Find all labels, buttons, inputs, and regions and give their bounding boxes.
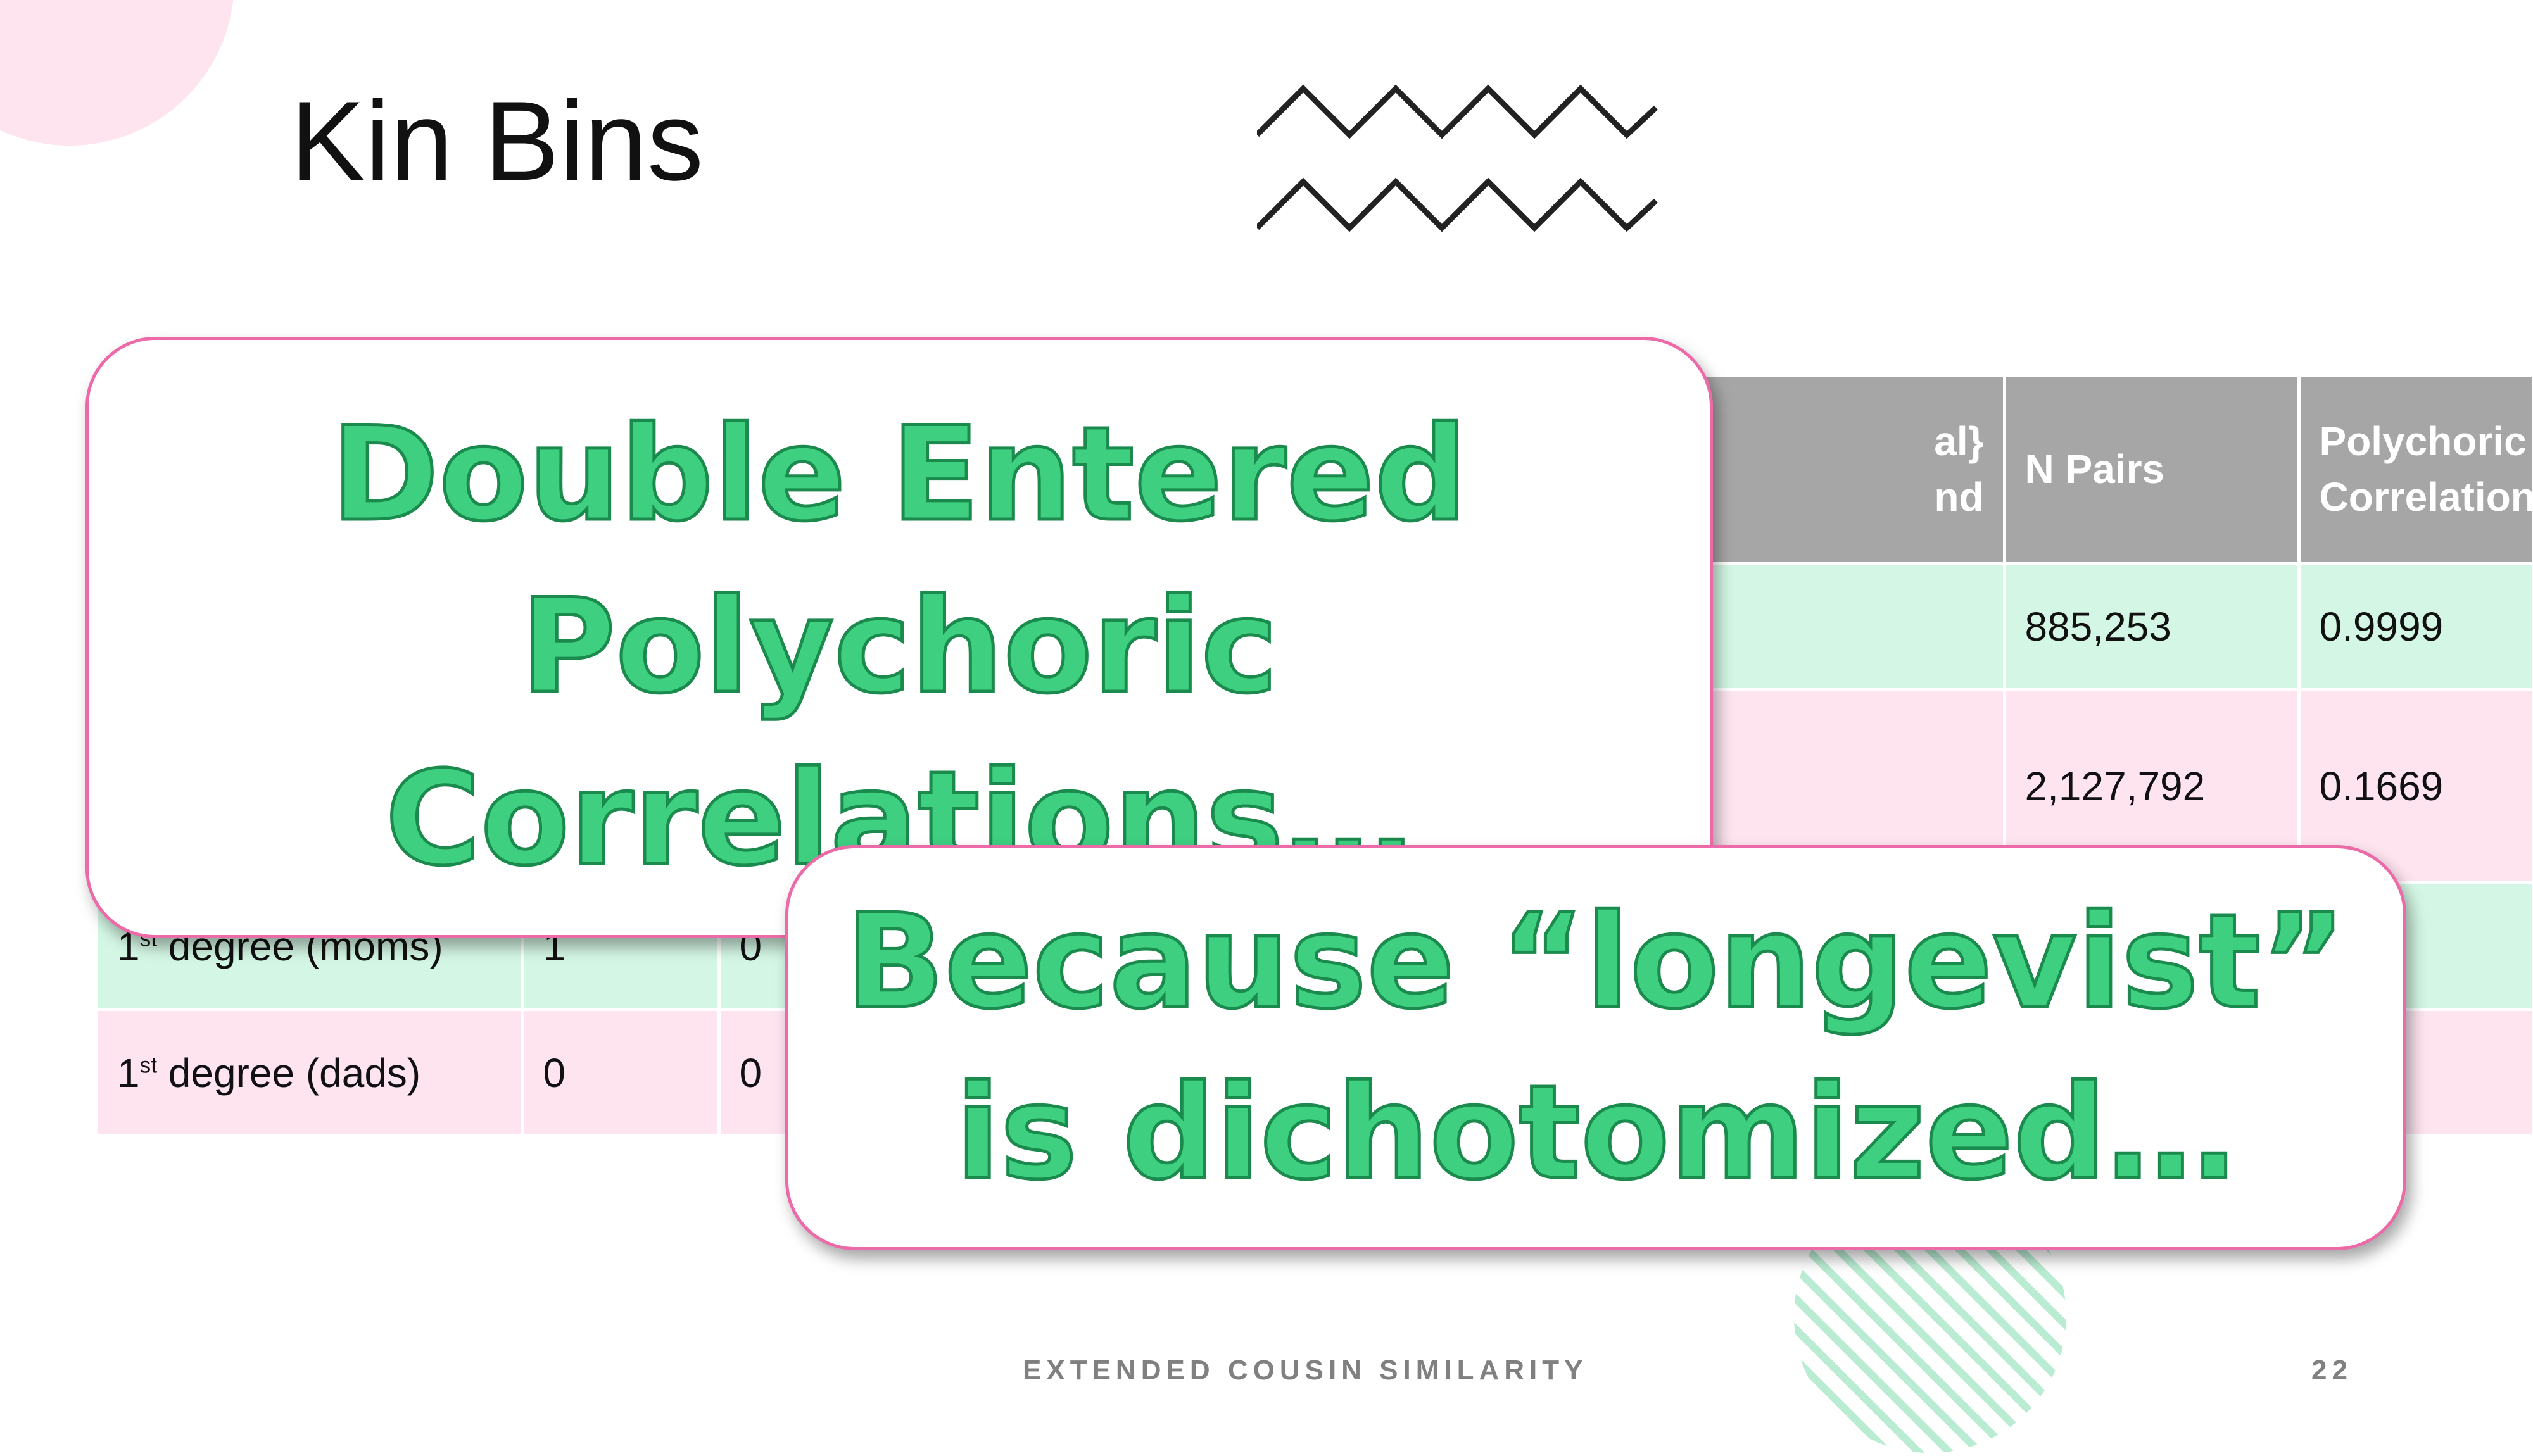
callout-dichotomized: Because “longevist” is dichotomized…	[785, 845, 2406, 1250]
table-cell-correlation: 0.9999	[2299, 563, 2533, 691]
table-header-polychoric: Polychoric Correlations	[2299, 377, 2533, 565]
table-cell	[2299, 1009, 2533, 1138]
table-cell: 0	[522, 1009, 721, 1138]
table-row-label-dads: 1st degree (dads)	[98, 1009, 524, 1138]
slide-title: Kin Bins	[290, 78, 704, 204]
table-cell-correlation: 0.1669	[2299, 689, 2533, 884]
callout-dichotomized-text: Because “longevist” is dichotomized…	[788, 877, 2403, 1219]
footer-title: EXTENDED COUSIN SIMILARITY	[1023, 1355, 1588, 1386]
table-cell-n-pairs: 885,253	[2004, 563, 2301, 691]
page-number: 22	[2311, 1355, 2353, 1386]
callout-double-entered-text: Double Entered Polychoric Correlations…	[89, 389, 1710, 905]
header-fragment-line1: al}	[1934, 418, 1984, 464]
zigzag-decoration-icon	[1257, 84, 1658, 232]
header-fragment-line2: nd	[1934, 474, 1984, 520]
decorative-pink-circle	[0, 0, 234, 146]
table-header-n-pairs: N Pairs	[2004, 377, 2301, 565]
